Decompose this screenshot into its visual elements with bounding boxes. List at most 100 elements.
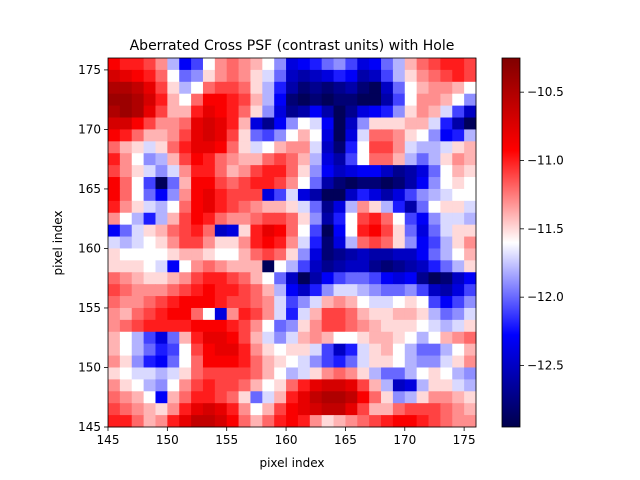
heatmap-cell xyxy=(250,296,263,309)
heatmap-cell xyxy=(297,165,311,178)
heatmap-cell xyxy=(333,355,346,368)
heatmap-cell xyxy=(262,343,275,357)
colorbar-tick-label: −12.5 xyxy=(527,359,564,373)
heatmap-cell xyxy=(274,391,287,404)
heatmap-cell xyxy=(167,177,180,190)
heatmap-cell xyxy=(428,141,441,154)
heatmap-cell xyxy=(262,319,275,333)
heatmap-cell xyxy=(108,105,121,119)
heatmap-cell xyxy=(428,165,441,178)
heatmap-cell xyxy=(167,81,180,95)
heatmap-cell xyxy=(238,272,251,285)
heatmap-cell xyxy=(404,117,418,130)
heatmap-cell xyxy=(238,415,251,428)
heatmap-cell xyxy=(321,367,335,380)
heatmap-cell xyxy=(262,367,275,380)
heatmap-cell xyxy=(404,165,418,178)
heatmap-cell xyxy=(357,415,370,428)
heatmap-cell xyxy=(333,260,346,273)
heatmap-cell xyxy=(404,212,418,226)
heatmap-cell xyxy=(428,117,441,130)
heatmap-cell xyxy=(202,105,216,119)
heatmap-cell xyxy=(440,272,453,285)
heatmap-cell xyxy=(119,117,133,130)
heatmap-cell xyxy=(131,379,145,392)
heatmap-cell xyxy=(297,153,311,166)
heatmap-cell xyxy=(250,415,263,428)
heatmap-cell xyxy=(274,188,287,202)
heatmap-cell xyxy=(155,403,168,416)
heatmap-cell xyxy=(381,331,394,345)
x-tick-label: 160 xyxy=(275,433,298,447)
heatmap-cell xyxy=(357,319,370,333)
heatmap-cell xyxy=(416,129,430,142)
heatmap-cell xyxy=(262,81,275,95)
heatmap-cell xyxy=(286,403,299,416)
y-tick-label: 145 xyxy=(78,420,101,434)
heatmap-cell xyxy=(452,129,465,142)
heatmap-cell xyxy=(108,343,121,357)
heatmap-cell xyxy=(238,69,251,83)
heatmap-cell xyxy=(108,117,121,130)
heatmap-cell xyxy=(226,188,240,202)
heatmap-cell xyxy=(286,58,299,71)
heatmap-cell xyxy=(250,200,263,214)
heatmap-cell xyxy=(167,105,180,119)
heatmap-cell xyxy=(392,307,406,321)
heatmap-cell xyxy=(202,236,216,249)
heatmap-cells xyxy=(108,58,477,428)
heatmap-cell xyxy=(274,236,287,249)
heatmap-cell xyxy=(440,200,453,214)
heatmap-cell xyxy=(452,105,465,119)
heatmap-cell xyxy=(286,284,299,297)
heatmap-cell xyxy=(464,403,477,416)
heatmap-cell xyxy=(119,319,133,333)
heatmap-cell xyxy=(238,153,251,166)
heatmap-cell xyxy=(333,284,346,297)
heatmap-cell xyxy=(179,93,192,107)
heatmap-cell xyxy=(143,141,156,154)
heatmap-cell xyxy=(345,212,358,226)
heatmap-cell xyxy=(321,355,335,368)
heatmap-cell xyxy=(274,141,287,154)
heatmap-cell xyxy=(381,260,394,273)
heatmap-cell xyxy=(309,379,323,392)
heatmap-cell xyxy=(238,141,251,154)
heatmap-cell xyxy=(155,69,168,83)
heatmap-cell xyxy=(179,200,192,214)
heatmap-cell xyxy=(392,379,406,392)
heatmap-cell xyxy=(333,379,346,392)
heatmap-cell xyxy=(226,58,240,71)
heatmap-cell xyxy=(404,367,418,380)
heatmap-cell xyxy=(392,236,406,249)
heatmap-cell xyxy=(191,129,204,142)
heatmap-cell xyxy=(464,165,477,178)
heatmap-cell xyxy=(404,93,418,107)
heatmap-cell xyxy=(238,117,251,130)
heatmap-cell xyxy=(345,248,358,261)
heatmap-cell xyxy=(214,212,228,226)
heatmap-cell xyxy=(345,188,358,202)
heatmap-cell xyxy=(440,248,453,261)
heatmap-cell xyxy=(119,403,133,416)
heatmap-cell xyxy=(428,343,441,357)
heatmap-cell xyxy=(155,391,168,404)
heatmap-cell xyxy=(440,355,453,368)
heatmap-cell xyxy=(131,224,145,238)
heatmap-cell xyxy=(131,81,145,95)
heatmap-cell xyxy=(416,248,430,261)
heatmap-cell xyxy=(357,272,370,285)
heatmap-cell xyxy=(262,188,275,202)
heatmap-cell xyxy=(369,343,382,357)
heatmap-cell xyxy=(108,81,121,95)
heatmap-cell xyxy=(464,58,477,71)
heatmap-cell xyxy=(131,129,145,142)
heatmap-cell xyxy=(238,391,251,404)
heatmap-cell xyxy=(392,105,406,119)
heatmap-cell xyxy=(321,331,335,345)
heatmap-cell xyxy=(369,200,382,214)
heatmap-cell xyxy=(155,165,168,178)
heatmap-cell xyxy=(321,212,335,226)
heatmap-cell xyxy=(357,58,370,71)
heatmap-cell xyxy=(191,141,204,154)
